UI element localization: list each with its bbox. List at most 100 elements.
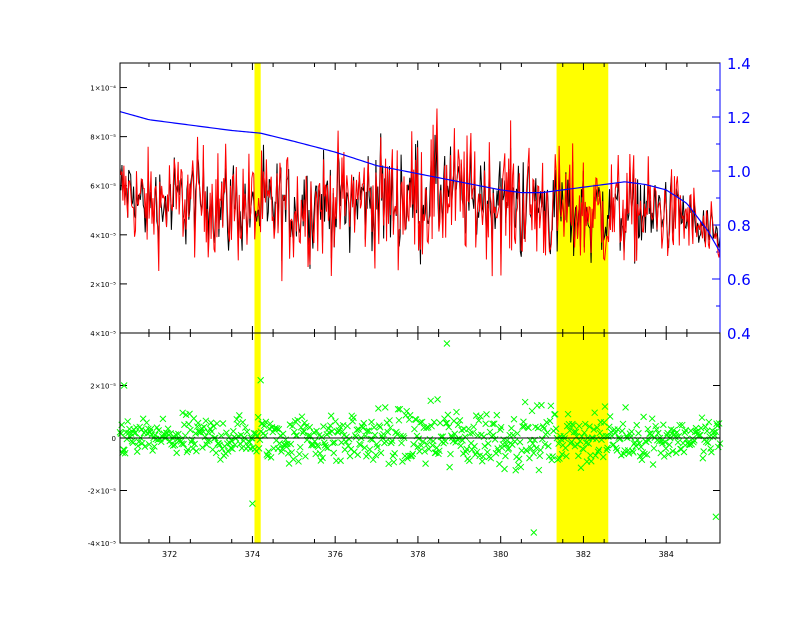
residual-point-75 [180,440,187,448]
residual-point-578 [611,429,619,437]
residual-point-177 [267,454,275,461]
residual-point-527 [568,438,575,446]
residual-point-468 [517,463,525,471]
residual-point-590 [622,404,629,411]
residual-point-566 [601,403,609,410]
residual-point-228 [311,438,319,445]
residual-point-135 [231,441,239,449]
residual-point-394 [453,436,461,443]
residual-point-364 [428,422,435,430]
residual-point-114 [213,420,221,427]
residual-point-643 [667,426,675,433]
residual-point-681 [700,448,708,455]
residual-point-26 [138,426,145,433]
residual-point-373 [435,447,443,455]
residual-point-616 [644,425,652,433]
residual-point-343 [410,440,417,448]
residual-point-529 [569,422,577,429]
residual-point-656 [678,421,686,429]
residual-point-579 [612,444,620,452]
residual-point-57 [164,425,172,433]
residual-point-171 [262,418,270,426]
residual-point-207 [293,432,301,439]
residual-point-521 [562,452,570,460]
residual-point-19 [132,429,139,437]
residual-point-609 [638,456,646,464]
residual-point-67 [173,449,181,457]
residual-point-699 [715,420,723,427]
residual-point-493 [538,435,546,443]
residual-point-147 [241,424,249,431]
residual-point-325 [394,405,402,413]
residual-point-34 [144,425,152,433]
top-ytick-label-2: 6×10⁻⁵ [90,183,116,191]
residual-point-217 [302,452,309,460]
residual-point-460 [510,415,518,423]
residual-point-341 [408,452,416,460]
residual-point-30 [141,443,149,450]
residual-point-125 [223,429,230,437]
residual-point-452 [503,437,511,444]
residual-point-268 [345,435,353,443]
residual-point-23 [135,438,143,446]
residual-point-299 [372,451,380,459]
residual-point-696 [713,420,720,428]
residual-point-81 [185,420,193,428]
residual-point-42 [151,431,159,439]
residual-point-640 [665,450,672,458]
residual-point-294 [368,418,375,426]
top-ytick-label-4: 1×10⁻⁴ [90,85,116,93]
residual-point-191 [279,430,287,438]
residual-point-27 [138,439,146,447]
residual-point-421 [477,412,484,420]
bottom-ytick-label-3: 2×10⁻⁵ [90,383,116,391]
residual-point-357 [422,460,429,468]
residual-point-7 [121,449,129,457]
residual-point-503 [547,402,555,410]
residual-point-79 [183,448,191,456]
residual-point-530 [570,428,578,436]
residual-point-214 [299,429,307,437]
residual-point-680 [699,454,707,462]
residual-point-249 [329,439,337,447]
residual-point-435 [489,420,496,428]
residual-point-297 [370,424,378,431]
residual-point-397 [456,417,464,424]
residual-point-492 [538,401,545,409]
residual-point-486 [532,444,540,452]
residual-point-550 [587,457,595,465]
residual-point-362 [426,435,434,443]
residual-point-650 [673,428,681,436]
residual-point-138 [234,420,241,428]
residual-point-403 [461,433,469,441]
highlight-bands [254,63,609,543]
residual-point-686 [704,439,712,446]
residual-point-313 [384,428,392,436]
residual-point-536 [575,422,583,430]
residual-point-445 [497,423,505,431]
residual-point-184 [273,425,281,432]
residual-point-172 [263,451,271,458]
residual-point-281 [356,441,364,449]
residual-point-433 [487,454,495,462]
xtick-label-374: 374 [245,550,260,559]
residual-point-611 [640,413,647,421]
residual-point-301 [374,443,381,451]
residual-point-587 [619,420,627,428]
residual-point-317 [387,439,395,447]
residual-point-505 [549,453,556,460]
residual-point-597 [628,428,635,436]
residual-point-467 [516,438,524,446]
residual-point-236 [318,433,326,441]
residual-point-393 [453,408,460,416]
residual-point-324 [393,431,401,438]
residual-point-318 [388,437,396,445]
residual-point-620 [647,432,655,439]
residual-point-436 [490,431,497,439]
residual-point-489 [535,466,543,474]
residual-point-565 [600,419,608,426]
residual-point-213 [298,413,306,421]
residual-point-596 [627,433,635,441]
residual-point-278 [354,451,362,459]
residual-point-250 [330,449,338,457]
